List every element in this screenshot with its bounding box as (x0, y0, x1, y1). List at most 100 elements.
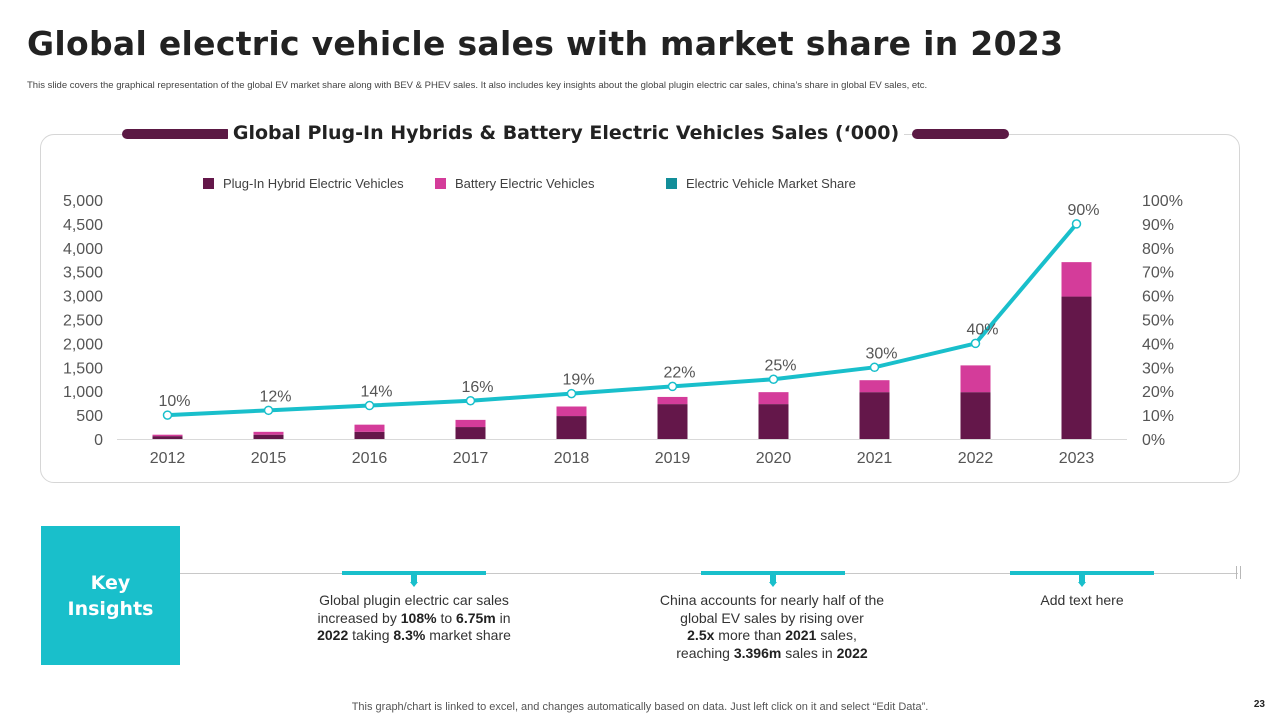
bar-phev-2018 (556, 416, 587, 439)
insight-segment: sales in (781, 644, 837, 661)
footer-note: This graph/chart is linked to excel, and… (351, 701, 929, 713)
insight-3-bar (1010, 571, 1154, 575)
market-share-point-2015 (263, 405, 274, 416)
legend-swatch-market-share (666, 178, 677, 189)
bar-phev-2017 (455, 427, 486, 439)
chart-title-left-decoration (122, 129, 232, 139)
market-share-point-2022 (970, 338, 981, 349)
insight-segment: Global plugin electric car sales (319, 592, 509, 608)
timeline-end-tick (1240, 566, 1241, 579)
bar-bev-2012 (152, 434, 183, 437)
bar-bev-2018 (556, 406, 587, 417)
bar-bev-2022 (960, 365, 991, 393)
bar-bev-2017 (455, 419, 486, 428)
x-tick-label: 2016 (352, 450, 388, 467)
y-left-tick-label: 3,000 (63, 289, 103, 306)
legend-label-bev: Battery Electric Vehicles (455, 176, 595, 191)
bar-bev-2020 (758, 392, 789, 405)
insight-1-bar (342, 571, 486, 575)
market-share-point-2019 (667, 381, 678, 392)
insight-3-marker (1079, 575, 1085, 582)
bar-bev-2021 (859, 380, 890, 393)
legend-item-bev: Battery Electric Vehicles (435, 176, 594, 191)
y-right-tick-label: 0% (1142, 432, 1165, 449)
insight-3-text[interactable]: Add text here (952, 592, 1212, 610)
bar-phev-2016 (354, 431, 385, 439)
insight-segment: Add text here (1040, 592, 1124, 608)
y-left-tick-label: 500 (76, 408, 103, 425)
market-share-point-2018 (566, 388, 577, 399)
y-left-tick-label: 2,000 (63, 336, 103, 353)
insight-segment: market share (425, 627, 511, 644)
insight-segment: China accounts for nearly half of the (659, 592, 885, 608)
chart-title-background (228, 118, 904, 152)
insight-2-arrow-icon (769, 582, 777, 587)
timeline-end-tick (1236, 566, 1237, 579)
chart-title-right-decoration (912, 129, 1009, 139)
market-share-data-label: 12% (259, 388, 291, 405)
insight-segment: 2021 (785, 627, 817, 644)
x-tick-label: 2015 (251, 450, 287, 467)
x-tick-label: 2022 (958, 450, 994, 467)
market-share-point-2021 (869, 362, 880, 373)
insight-segment: in (495, 609, 511, 626)
bar-phev-2012 (152, 436, 183, 439)
y-right-tick-label: 90% (1142, 217, 1174, 234)
market-share-point-2020 (768, 374, 779, 384)
x-tick-label: 2018 (554, 450, 590, 467)
insight-segment: 2022 (317, 627, 349, 644)
page-title: Global electric vehicle sales with marke… (27, 24, 1064, 63)
key-insights-box: Key Insights (41, 526, 180, 665)
legend-item-market-share: Electric Vehicle Market Share (666, 176, 856, 191)
insight-1-arrow-icon (410, 582, 418, 587)
market-share-data-label: 90% (1067, 202, 1099, 219)
y-left-tick-label: 0 (94, 432, 103, 449)
y-right-tick-label: 100% (1142, 193, 1183, 210)
market-share-data-label: 16% (461, 379, 493, 396)
market-share-data-label: 10% (158, 393, 190, 410)
insight-segment: taking (348, 627, 394, 644)
insight-segment: 3.396m (733, 644, 782, 661)
insight-1-marker (411, 575, 417, 582)
insight-segment: reaching (676, 644, 734, 661)
y-left-tick-label: 1,000 (63, 384, 103, 401)
legend-swatch-phev (203, 178, 214, 189)
y-left-tick-label: 2,500 (63, 313, 103, 330)
bar-bev-2023 (1061, 262, 1092, 297)
y-left-tick-label: 4,000 (63, 241, 103, 258)
insight-segment: increased by (317, 609, 401, 626)
y-right-tick-label: 30% (1142, 360, 1174, 377)
market-share-point-2012 (162, 410, 173, 420)
key-insights-label-line1: Key (90, 571, 131, 594)
y-right-tick-label: 80% (1142, 241, 1174, 258)
x-tick-label: 2021 (857, 450, 893, 467)
insight-segment: sales, (816, 627, 857, 644)
bar-bev-2015 (253, 431, 284, 435)
bar-phev-2023 (1061, 296, 1092, 439)
legend-swatch-bev (435, 178, 446, 189)
y-right-tick-label: 40% (1142, 336, 1174, 353)
bar-bev-2016 (354, 424, 385, 432)
x-tick-label: 2019 (655, 450, 691, 467)
market-share-point-2023 (1071, 219, 1082, 229)
insight-segment: 2.5x (687, 627, 715, 644)
chart-panel[interactable] (40, 134, 1240, 483)
x-tick-label: 2017 (453, 450, 489, 467)
legend-label-phev: Plug-In Hybrid Electric Vehicles (223, 176, 404, 191)
y-left-tick-label: 3,500 (63, 265, 103, 282)
y-left-tick-label: 1,500 (63, 360, 103, 377)
bar-phev-2022 (960, 392, 991, 439)
insight-2-text: China accounts for nearly half of the glo… (642, 592, 902, 662)
market-share-point-2017 (465, 396, 476, 406)
bar-phev-2020 (758, 404, 789, 439)
y-left-tick-label: 4,500 (63, 217, 103, 234)
insight-segment: 108% (400, 609, 437, 626)
x-tick-label: 2020 (756, 450, 792, 467)
y-right-tick-label: 20% (1142, 384, 1174, 401)
insight-2-bar (701, 571, 845, 575)
legend-label-market-share: Electric Vehicle Market Share (686, 176, 856, 191)
market-share-data-label: 30% (865, 345, 897, 362)
market-share-data-label: 40% (966, 321, 998, 338)
bar-bev-2019 (657, 396, 688, 405)
